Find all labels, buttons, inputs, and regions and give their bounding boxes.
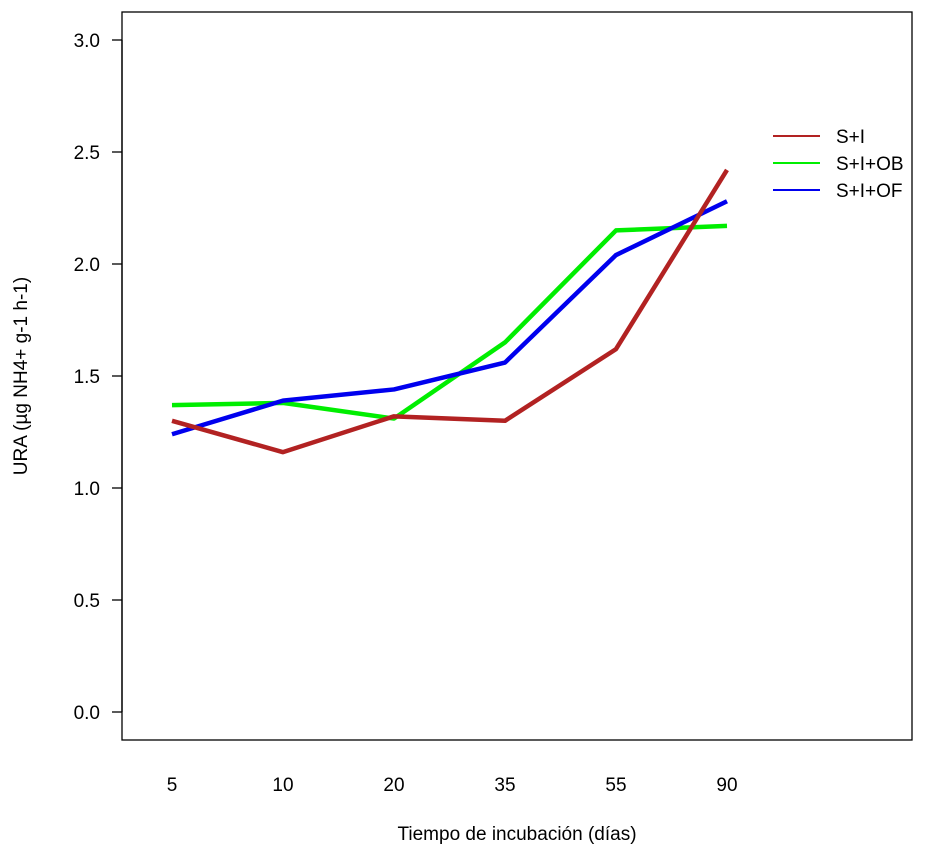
y-tick-label: 0.5 — [74, 591, 100, 612]
legend: S+I S+I+OB S+I+OF — [773, 127, 904, 202]
y-tick-label: 0.0 — [74, 703, 100, 724]
legend-label: S+I+OB — [836, 154, 904, 175]
x-tick-label: 35 — [494, 775, 515, 796]
x-axis-title: Tiempo de incubación (días) — [397, 824, 636, 845]
y-tick-label: 2.5 — [74, 143, 100, 164]
x-tick-label: 5 — [167, 775, 178, 796]
y-tick-label: 3.0 — [74, 31, 100, 52]
x-tick-label: 20 — [383, 775, 404, 796]
series-line-s-plus-i — [171, 168, 729, 455]
x-tick-label: 55 — [605, 775, 626, 796]
y-axis-title: URA (µg NH4+ g-1 h-1) — [11, 277, 32, 475]
series-line-s-plus-i-plus-of — [171, 199, 728, 437]
x-tick-label: 90 — [716, 775, 737, 796]
legend-label: S+I — [836, 127, 865, 148]
series-line-s-plus-i-plus-ob — [171, 223, 728, 421]
x-axis: 5 10 20 35 55 90 — [167, 775, 738, 796]
y-axis: 0.0 0.5 1.0 1.5 2.0 2.5 3.0 — [74, 31, 123, 724]
plot-frame — [121, 11, 913, 741]
y-tick-label: 1.0 — [74, 479, 100, 500]
legend-label: S+I+OF — [836, 181, 903, 202]
x-tick-label: 10 — [272, 775, 293, 796]
y-tick-label: 1.5 — [74, 367, 100, 388]
y-tick-label: 2.0 — [74, 255, 100, 276]
series-lines — [171, 168, 729, 455]
